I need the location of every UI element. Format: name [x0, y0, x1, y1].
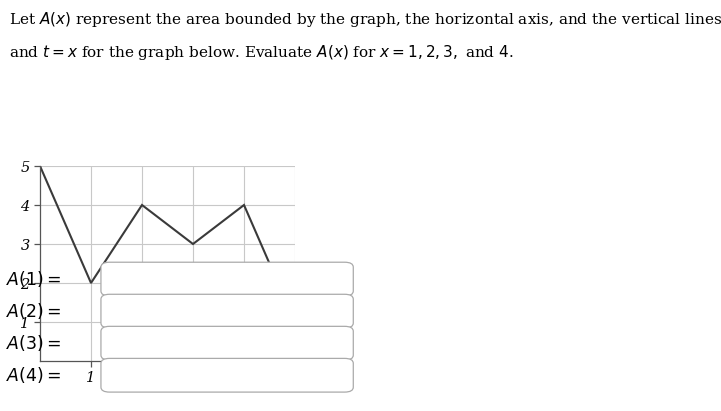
Text: $A(4) =$: $A(4) =$	[6, 365, 61, 385]
Text: $A(1) =$: $A(1) =$	[6, 269, 61, 289]
Text: $A(2) =$: $A(2) =$	[6, 301, 61, 321]
Text: and $t = x$ for the graph below. Evaluate $A(x)$ for $x = 1, 2, 3,$ and $4$.: and $t = x$ for the graph below. Evaluat…	[9, 43, 514, 62]
Text: Let $A(x)$ represent the area bounded by the graph, the horizontal axis, and the: Let $A(x)$ represent the area bounded by…	[9, 10, 721, 29]
Text: $A(3) =$: $A(3) =$	[6, 333, 61, 353]
